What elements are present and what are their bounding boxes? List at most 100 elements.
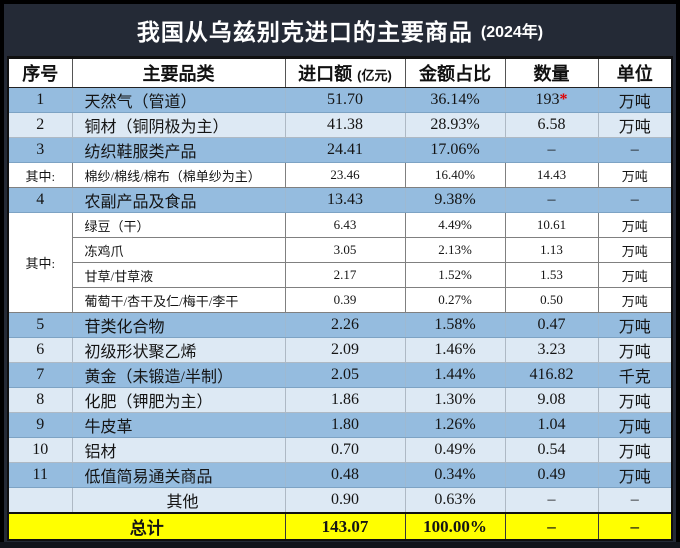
- cell-share: 9.38%: [404, 187, 506, 213]
- cell-category: 牛皮革: [71, 412, 286, 438]
- cell-amount: 3.05: [284, 237, 406, 263]
- table-row: 6 初级形状聚乙烯 2.09 1.46% 3.23 万吨: [7, 337, 673, 363]
- cell-qty: 14.43: [504, 162, 599, 188]
- cell-amount: 0.39: [284, 287, 406, 313]
- cell-share: 16.40%: [404, 162, 506, 188]
- cell-category: 铝材: [71, 437, 286, 463]
- cell-qty: –: [504, 187, 599, 213]
- cell-no: 2: [7, 112, 73, 138]
- cell-amount: 1.86: [284, 387, 406, 413]
- table-row: 其中: 绿豆（干） 6.43 4.49% 10.61 万吨: [7, 212, 673, 313]
- table-row: 冻鸡爪 3.05 2.13% 1.13 万吨: [8, 237, 673, 263]
- cell-qty: –: [504, 512, 599, 541]
- cell-no: 其中:: [7, 162, 73, 188]
- cell-share: 1.58%: [404, 312, 506, 338]
- cell-share: 1.44%: [404, 362, 506, 388]
- column-header-category: 主要品类: [71, 56, 286, 88]
- table-row: 3 纺织鞋服类产品 24.41 17.06% – –: [7, 137, 673, 163]
- table-row: 7 黄金（未锻造/半制） 2.05 1.44% 416.82 千克: [7, 362, 673, 388]
- imports-table: 序号 主要品类 进口额 (亿元) 金额占比 数量 单位 1 天然气（管道） 51…: [7, 56, 673, 541]
- cell-qty: 193*: [504, 87, 599, 113]
- cell-share: 1.26%: [404, 412, 506, 438]
- cell-amount: 51.70: [284, 87, 406, 113]
- table-row: 10 铝材 0.70 0.49% 0.54 万吨: [7, 437, 673, 463]
- cell-qty: 0.50: [504, 287, 599, 313]
- column-header-share: 金额占比: [404, 56, 506, 88]
- cell-share: 36.14%: [404, 87, 506, 113]
- cell-qty: 6.58: [504, 112, 599, 138]
- table-row: 9 牛皮革 1.80 1.26% 1.04 万吨: [7, 412, 673, 438]
- cell-amount: 0.48: [284, 462, 406, 488]
- cell-qty: 3.23: [504, 337, 599, 363]
- cell-share: 2.13%: [404, 237, 506, 263]
- cell-unit: 万吨: [597, 112, 673, 138]
- cell-no: 10: [7, 437, 73, 463]
- cell-category: 农副产品及食品: [71, 187, 286, 213]
- title-year: (2024年): [480, 24, 544, 41]
- cell-unit: 万吨: [597, 387, 673, 413]
- bottom-border-strip: [0, 542, 680, 548]
- cell-amount: 41.38: [284, 112, 406, 138]
- cell-amount: 2.26: [284, 312, 406, 338]
- cell-amount: 23.46: [284, 162, 406, 188]
- cell-qty: 10.61: [504, 212, 599, 238]
- table-row: 2 铜材（铜阴极为主） 41.38 28.93% 6.58 万吨: [7, 112, 673, 138]
- header-row: 序号 主要品类 进口额 (亿元) 金额占比 数量 单位: [7, 56, 673, 88]
- cell-category: 初级形状聚乙烯: [71, 337, 286, 363]
- cell-share: 0.49%: [404, 437, 506, 463]
- title-bar: 我国从乌兹别克进口的主要商品 (2024年): [4, 4, 676, 56]
- cell-amount: 0.90: [284, 487, 406, 514]
- cell-share: 0.63%: [404, 487, 506, 514]
- cell-qty: 0.54: [504, 437, 599, 463]
- cell-amount: 6.43: [284, 212, 406, 238]
- cell-unit: –: [597, 137, 673, 163]
- cell-unit: –: [597, 487, 673, 514]
- cell-category: 冻鸡爪: [71, 237, 286, 263]
- cell-no-group: 其中:: [7, 212, 73, 313]
- table-row: 11 低值简易通关商品 0.48 0.34% 0.49 万吨: [7, 462, 673, 488]
- cell-no: 8: [7, 387, 73, 413]
- cell-amount: 143.07: [284, 512, 406, 541]
- cell-unit: 万吨: [597, 212, 673, 238]
- cell-amount: 1.80: [284, 412, 406, 438]
- cell-amount: 13.43: [284, 187, 406, 213]
- cell-qty: 0.47: [504, 312, 599, 338]
- cell-category: 其他: [71, 487, 286, 514]
- table-row: 其中: 棉纱/棉线/棉布（棉单纱为主） 23.46 16.40% 14.43 万…: [7, 162, 673, 188]
- cell-category: 铜材（铜阴极为主）: [71, 112, 286, 138]
- cell-unit: 万吨: [597, 162, 673, 188]
- total-row: 总计 143.07 100.00% – –: [7, 512, 673, 541]
- cell-qty: 1.53: [504, 262, 599, 288]
- cell-category: 苷类化合物: [71, 312, 286, 338]
- cell-no: 7: [7, 362, 73, 388]
- cell-unit: 万吨: [597, 312, 673, 338]
- cell-share: 1.52%: [404, 262, 506, 288]
- cell-qty: 416.82: [504, 362, 599, 388]
- cell-share: 100.00%: [404, 512, 506, 541]
- cell-category: 葡萄干/杏干及仁/梅干/李干: [71, 287, 286, 313]
- cell-category: 棉纱/棉线/棉布（棉单纱为主）: [71, 162, 286, 188]
- cell-unit: 千克: [597, 362, 673, 388]
- table-row: 4 农副产品及食品 13.43 9.38% – –: [7, 187, 673, 213]
- table-row: 8 化肥（钾肥为主） 1.86 1.30% 9.08 万吨: [7, 387, 673, 413]
- cell-category: 天然气（管道）: [71, 87, 286, 113]
- cell-unit: 万吨: [597, 412, 673, 438]
- cell-unit: 万吨: [597, 462, 673, 488]
- cell-amount: 24.41: [284, 137, 406, 163]
- cell-amount: 2.17: [284, 262, 406, 288]
- cell-unit: –: [597, 512, 673, 541]
- cell-category: 甘草/甘草液: [71, 262, 286, 288]
- cell-qty: 1.13: [504, 237, 599, 263]
- cell-qty: –: [504, 137, 599, 163]
- cell-qty: –: [504, 487, 599, 514]
- cell-qty: 1.04: [504, 412, 599, 438]
- cell-category: 纺织鞋服类产品: [71, 137, 286, 163]
- page-title: 我国从乌兹别克进口的主要商品: [136, 19, 473, 45]
- cell-amount: 0.70: [284, 437, 406, 463]
- cell-unit: 万吨: [597, 87, 673, 113]
- cell-unit: 万吨: [597, 337, 673, 363]
- cell-share: 28.93%: [404, 112, 506, 138]
- amount-unit-note: (亿元): [357, 68, 392, 83]
- cell-unit: 万吨: [597, 262, 673, 288]
- table-row: 葡萄干/杏干及仁/梅干/李干 0.39 0.27% 0.50 万吨: [8, 287, 673, 313]
